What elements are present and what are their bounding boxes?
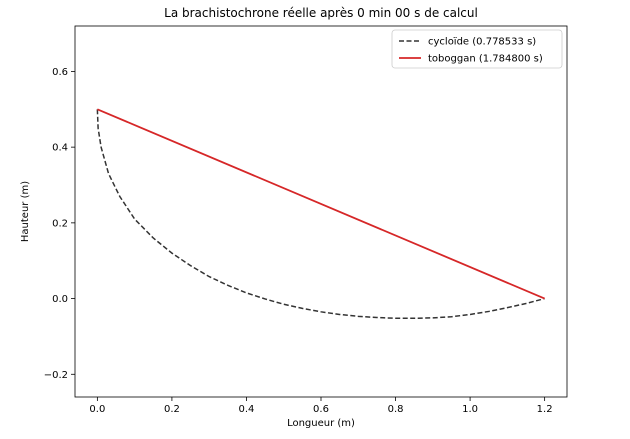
legend-label-1: toboggan (1.784800 s) xyxy=(428,54,543,65)
x-tick-label: 1.0 xyxy=(462,404,478,415)
legend: cycloïde (0.778533 s) toboggan (1.784800 … xyxy=(391,29,563,69)
series-line-0 xyxy=(96,109,545,320)
plot-area xyxy=(74,25,568,398)
y-tick-label: 0.4 xyxy=(52,143,68,154)
legend-label-0: cycloïde (0.778533 s) xyxy=(428,37,536,48)
x-axis: 0.0 0.2 0.4 0.6 0.8 1.0 1.2 xyxy=(89,397,553,415)
x-tick-label: 0.6 xyxy=(313,404,329,415)
y-tick-label: 0.0 xyxy=(52,294,68,305)
x-axis-label: Longueur (m) xyxy=(287,418,355,429)
y-tick-label: 0.6 xyxy=(52,67,68,78)
y-axis: −0.2 0.0 0.2 0.4 0.6 xyxy=(44,67,75,381)
series-line-1 xyxy=(97,108,545,300)
plot-frame xyxy=(74,25,568,398)
x-tick-label: 1.2 xyxy=(537,404,553,415)
y-tick-label: −0.2 xyxy=(44,370,68,381)
y-tick-label: 0.2 xyxy=(52,218,68,229)
x-tick-label: 0.8 xyxy=(388,404,404,415)
y-axis-label: Hauteur (m) xyxy=(20,181,31,242)
chart-title: La brachistochrone réelle après 0 min 00… xyxy=(164,6,478,20)
x-tick-label: 0.2 xyxy=(164,404,180,415)
x-tick-label: 0.0 xyxy=(89,404,105,415)
legend-box xyxy=(391,29,563,69)
x-tick-label: 0.4 xyxy=(239,404,255,415)
